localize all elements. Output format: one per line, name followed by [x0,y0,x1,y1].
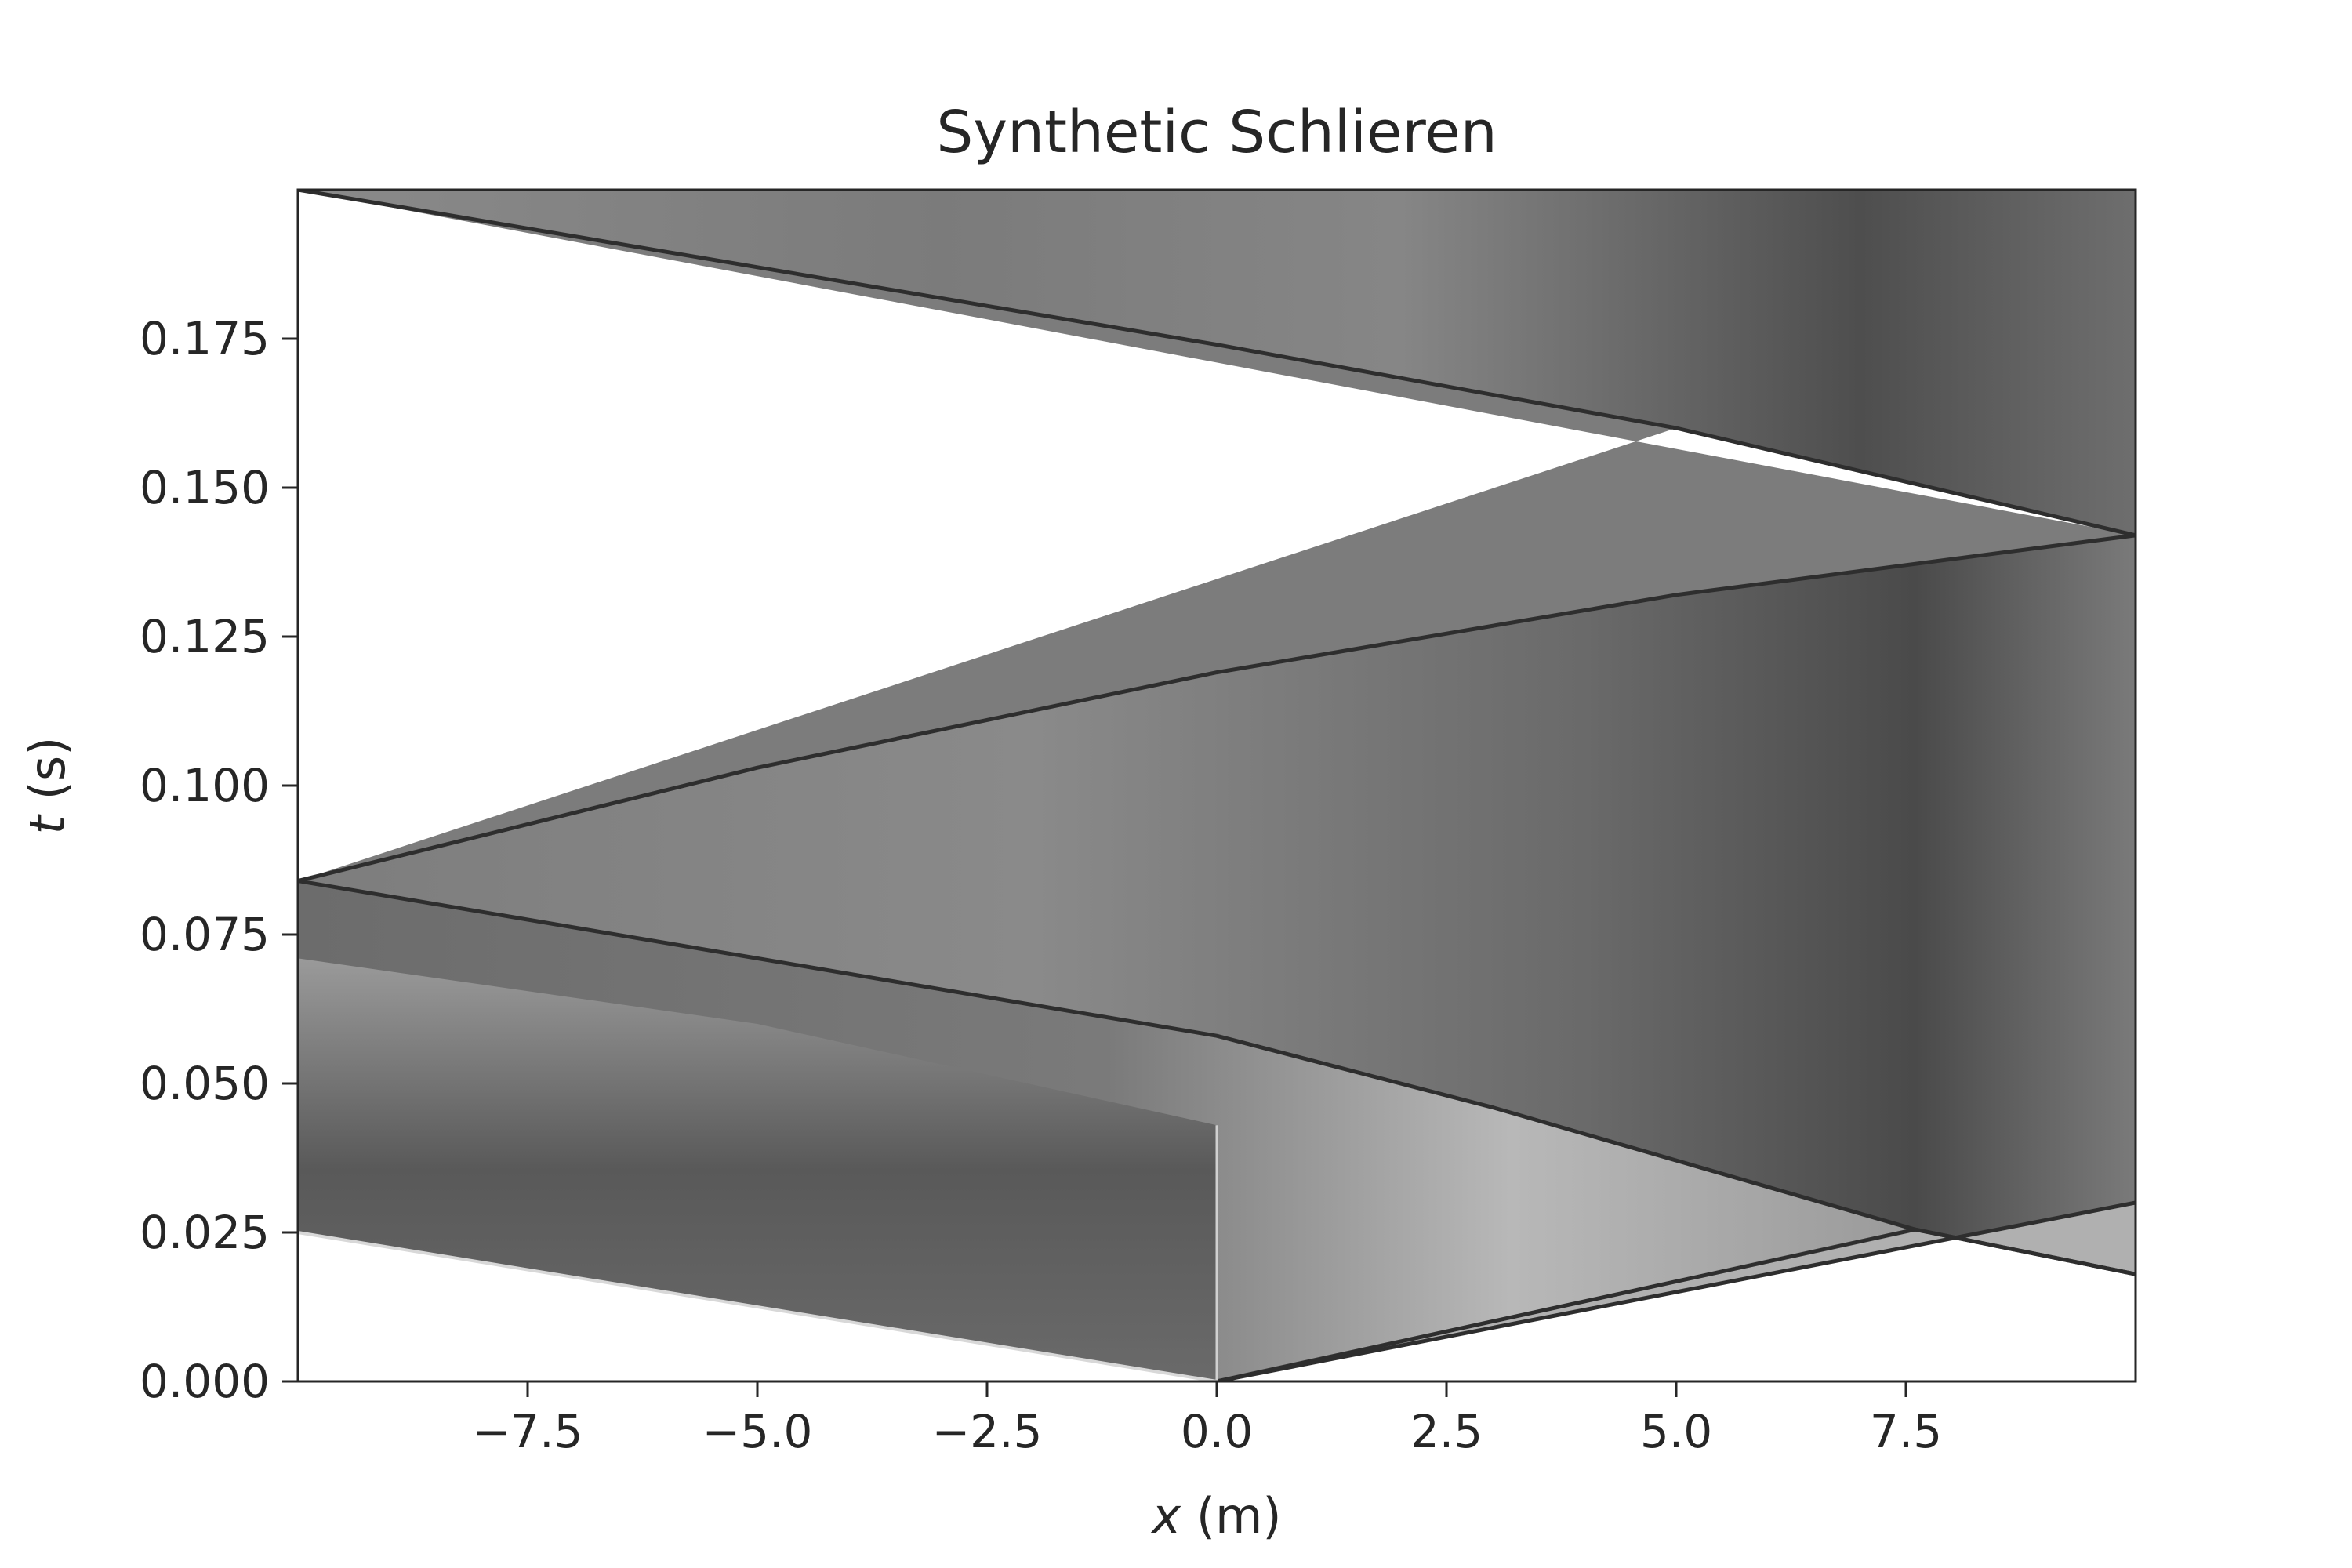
y-tick-label: 0.025 [140,1206,270,1259]
y-tick-label: 0.100 [140,759,270,812]
shock-reflected-left [298,879,2136,1276]
y-tick-label: 0.175 [140,312,270,365]
plot-area [298,190,2136,1381]
shock-final-left [298,190,2136,538]
y-axis-label: t (s) [19,737,76,835]
region-upper [298,190,2136,535]
y-axis: 0.000 0.025 0.050 0.075 0.100 0.125 0.150 0.175 [140,312,298,1408]
y-tick-label: 0.000 [140,1355,270,1408]
x-axis-unit: (m) [1181,1487,1281,1544]
x-axis-label: x (m) [1150,1487,1281,1544]
y-axis-variable: t [19,813,76,834]
contact-right [1216,1200,2136,1381]
y-axis-unit: (s) [19,737,76,815]
x-tick-label: 0.0 [1181,1405,1253,1458]
x-axis: −7.5 −5.0 −2.5 0.0 2.5 5.0 7.5 [473,1381,1942,1458]
shock-reflected-right [298,533,2136,884]
y-tick-label: 0.050 [140,1057,270,1110]
chart-title: Synthetic Schlieren [936,99,1497,166]
x-tick-label: 7.5 [1870,1405,1942,1458]
region-upper-middle [298,190,2136,881]
y-tick-label: 0.075 [140,908,270,961]
x-tick-label: −7.5 [473,1405,583,1458]
y-tick-label: 0.125 [140,610,270,663]
x-tick-label: 2.5 [1410,1405,1483,1458]
x-tick-label: 5.0 [1640,1405,1712,1458]
region-middle [298,535,2136,1275]
expansion-head [298,1231,1218,1381]
x-tick-label: −2.5 [932,1405,1043,1458]
y-tick-label: 0.150 [140,461,270,514]
x-axis-variable: x [1150,1487,1181,1544]
region-expansion-fan [298,958,1217,1381]
x-tick-label: −5.0 [702,1405,813,1458]
